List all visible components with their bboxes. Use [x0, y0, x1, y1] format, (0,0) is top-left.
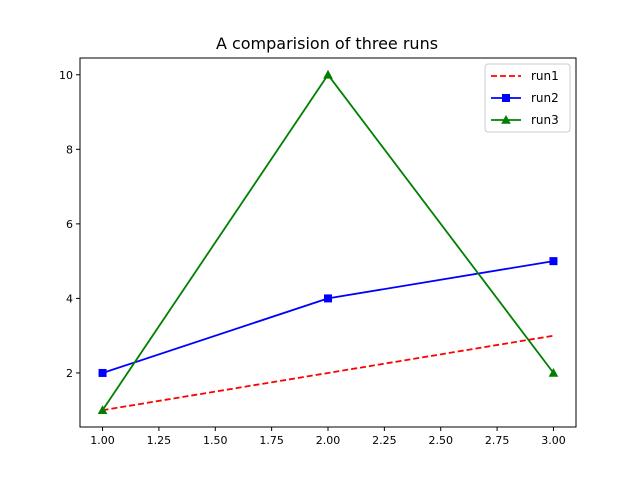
legend-label-run3: run3: [531, 113, 559, 127]
legend: run1 run2 run3: [484, 63, 571, 133]
chart-title: A comparision of three runs: [216, 34, 438, 53]
y-tick-label: 6: [66, 218, 73, 231]
series-line-run1: [102, 334, 554, 412]
data-point-run2: [98, 368, 107, 377]
x-tick-label: 2.75: [485, 434, 510, 447]
data-point-run3: [323, 69, 333, 79]
data-point-run3: [548, 367, 559, 377]
x-tick-label: 1.75: [259, 434, 284, 447]
data-point-run2: [324, 294, 332, 303]
legend-label-run1: run1: [531, 69, 559, 83]
legend-label-run2: run2: [531, 91, 559, 105]
x-tick-label: 2.00: [316, 434, 341, 447]
legend-marker-run2: [502, 94, 510, 102]
x-tick-label: 3.00: [541, 434, 566, 447]
plot-area: [97, 69, 559, 415]
axes: 1.00 1.25 1.50 1.75 2.00 2.25 2.50 2.75 3.00 2 4 6 8…: [59, 57, 577, 447]
x-tick-label: 2.25: [372, 434, 397, 447]
y-tick-label: 4: [66, 292, 73, 305]
x-tick-label: 1.00: [90, 434, 115, 447]
y-tick-label: 8: [66, 143, 73, 156]
legend-box: [484, 63, 571, 133]
legend-marker-run3: [501, 115, 511, 124]
x-tick-label: 1.50: [203, 434, 228, 447]
x-tick-label: 1.25: [147, 434, 172, 447]
data-point-run3: [97, 405, 108, 415]
y-tick-label: 2: [66, 367, 73, 380]
x-tick-label: 2.50: [428, 434, 453, 447]
y-tick-label: 10: [59, 69, 73, 82]
data-point-run2: [549, 257, 558, 266]
